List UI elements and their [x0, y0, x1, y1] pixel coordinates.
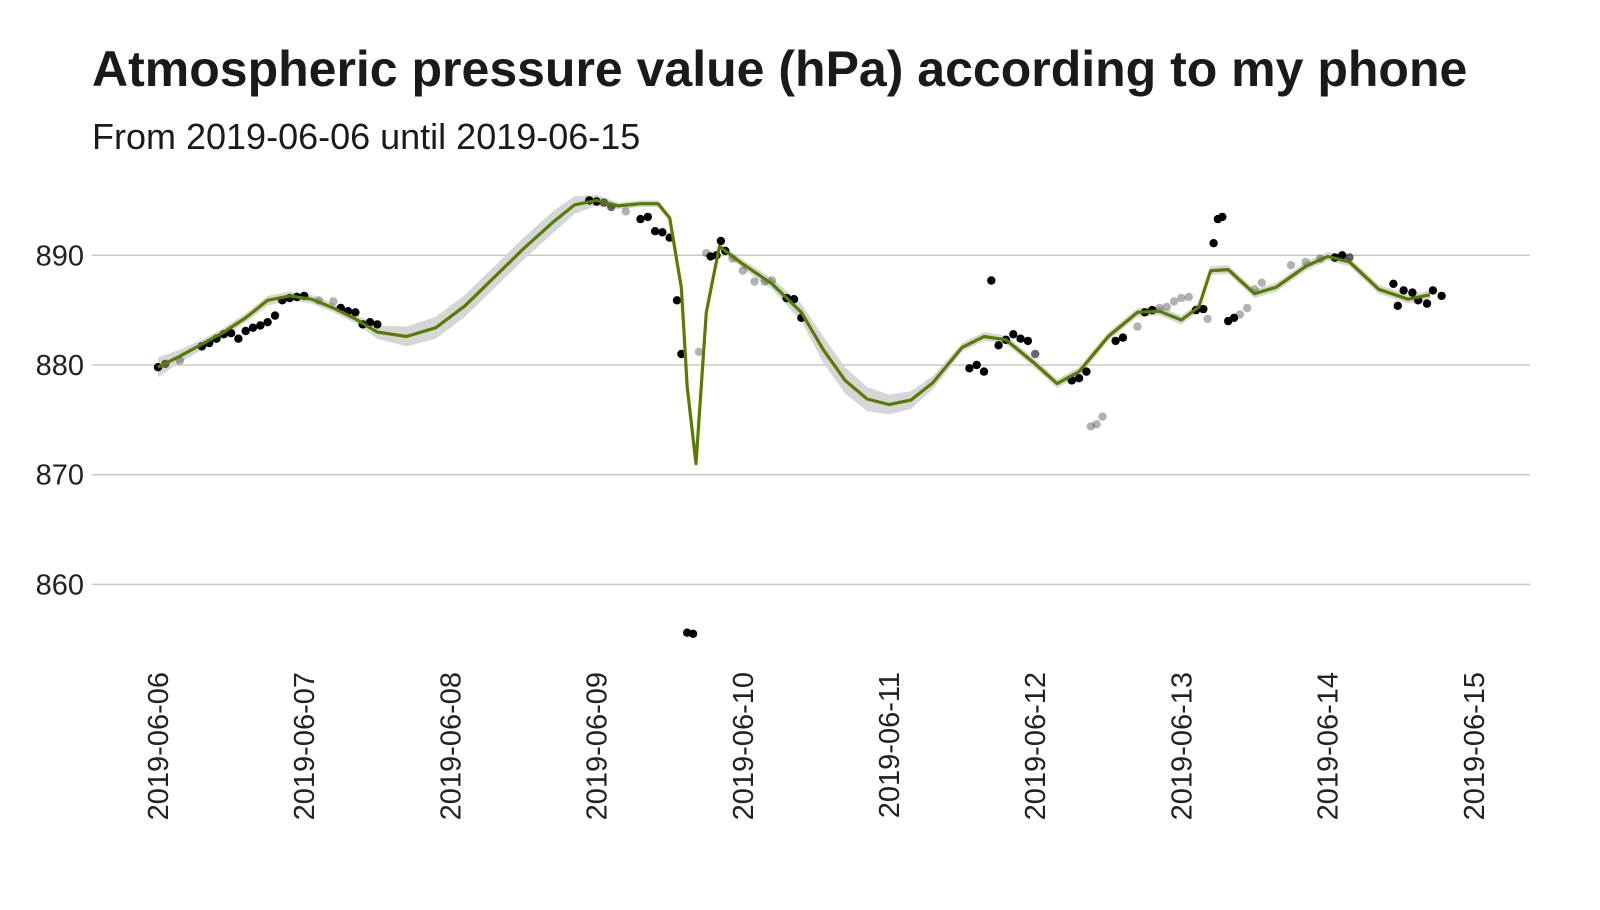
y-axis-labels: 860 870 880 890: [36, 240, 84, 601]
data-point: [1338, 251, 1347, 260]
data-point: [636, 214, 645, 224]
x-tick-label: 2019-06-08: [435, 672, 467, 820]
x-tick-label: 2019-06-10: [728, 672, 760, 820]
data-point: [1082, 367, 1091, 376]
data-point: [1199, 304, 1208, 314]
data-point: [1422, 299, 1432, 308]
data-point: [1209, 239, 1218, 248]
x-tick-label: 2019-06-12: [1020, 672, 1052, 820]
data-point: [1031, 349, 1040, 359]
data-point: [994, 341, 1003, 350]
data-point: [688, 629, 698, 638]
data-point: [1437, 291, 1446, 301]
data-point: [1345, 253, 1354, 262]
data-point: [1086, 422, 1096, 431]
data-point: [1023, 336, 1033, 346]
y-tick-label: 880: [36, 350, 84, 382]
data-point: [677, 349, 686, 359]
data-point: [1229, 313, 1239, 322]
data-point: [1016, 334, 1025, 343]
data-point: [972, 360, 981, 370]
confidence-band-layer: [158, 195, 1430, 467]
data-point: [1118, 333, 1128, 342]
data-point: [329, 297, 338, 306]
x-tick-label: 2019-06-07: [289, 672, 321, 820]
data-point: [672, 296, 682, 305]
data-point: [256, 321, 265, 330]
data-point: [643, 212, 652, 222]
data-point: [234, 334, 243, 343]
data-point: [1184, 292, 1193, 302]
data-point: [1203, 314, 1212, 324]
data-point: [1092, 420, 1101, 429]
data-point: [1408, 288, 1417, 297]
data-point: [373, 320, 382, 329]
data-point: [1243, 303, 1252, 313]
data-point: [738, 266, 747, 275]
x-tick-label: 2019-06-13: [1166, 672, 1198, 820]
data-point: [1428, 286, 1438, 295]
data-point: [716, 236, 726, 246]
data-point: [694, 347, 704, 356]
data-point: [1098, 412, 1107, 421]
data-point: [750, 277, 759, 286]
data-point: [1389, 279, 1398, 288]
data-point: [1399, 286, 1408, 295]
data-point: [621, 207, 630, 216]
x-tick-label: 2019-06-15: [1459, 672, 1491, 820]
data-point: [1133, 322, 1142, 331]
data-point: [1009, 330, 1018, 339]
data-point: [1177, 293, 1186, 303]
data-point: [965, 364, 974, 373]
data-point: [1169, 297, 1179, 306]
y-tick-label: 890: [36, 240, 84, 272]
data-point: [248, 323, 258, 332]
data-point: [226, 329, 236, 338]
x-axis-labels: 2019-06-06 2019-06-07 2019-06-08 2019-06-09…: [143, 672, 1491, 820]
x-tick-label: 2019-06-14: [1313, 672, 1345, 820]
data-point: [1393, 301, 1403, 310]
data-point: [241, 326, 250, 336]
data-point: [979, 367, 989, 376]
data-points-layer: [153, 196, 1446, 638]
confidence-band: [158, 195, 1430, 467]
data-point: [270, 311, 280, 320]
data-point: [1257, 278, 1267, 287]
chart-title: Atmospheric pressure value (hPa) accordi…: [92, 41, 1468, 97]
data-point: [1218, 212, 1227, 222]
data-point: [1074, 374, 1084, 383]
data-point: [650, 227, 660, 236]
x-tick-label: 2019-06-11: [874, 672, 906, 818]
smoothed-line-layer: [157, 198, 1431, 466]
x-tick-label: 2019-06-09: [582, 672, 614, 820]
data-point: [1235, 310, 1245, 319]
data-point: [658, 228, 667, 237]
data-point: [365, 318, 375, 327]
data-point: [1286, 261, 1296, 270]
data-point: [351, 308, 360, 317]
chart-subtitle: From 2019-06-06 until 2019-06-15: [92, 116, 641, 157]
x-tick-label: 2019-06-06: [143, 672, 175, 820]
y-tick-label: 870: [36, 460, 84, 492]
data-point: [1111, 336, 1120, 346]
y-tick-label: 860: [36, 569, 84, 601]
data-point: [987, 276, 996, 285]
smoothed-series-line: [157, 198, 1431, 466]
data-point: [1162, 302, 1172, 312]
data-point: [263, 318, 272, 327]
y-gridlines: [92, 254, 1530, 586]
